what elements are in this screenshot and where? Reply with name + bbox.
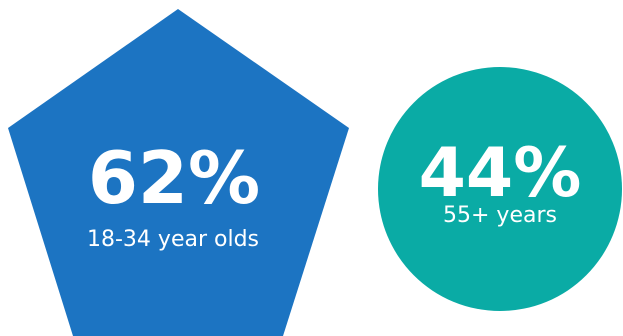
stat-label-18-34: 18-34 year olds — [87, 227, 259, 252]
stat-value-55-plus: 44% — [419, 134, 582, 213]
stat-circle: 44% 55+ years — [378, 67, 622, 311]
stat-value-18-34: 62% — [88, 136, 260, 220]
circle-shape — [378, 67, 622, 311]
stat-pentagon: 62% 18-34 year olds — [8, 9, 349, 336]
pentagon-shape — [8, 9, 349, 336]
stat-label-55-plus: 55+ years — [443, 203, 557, 228]
